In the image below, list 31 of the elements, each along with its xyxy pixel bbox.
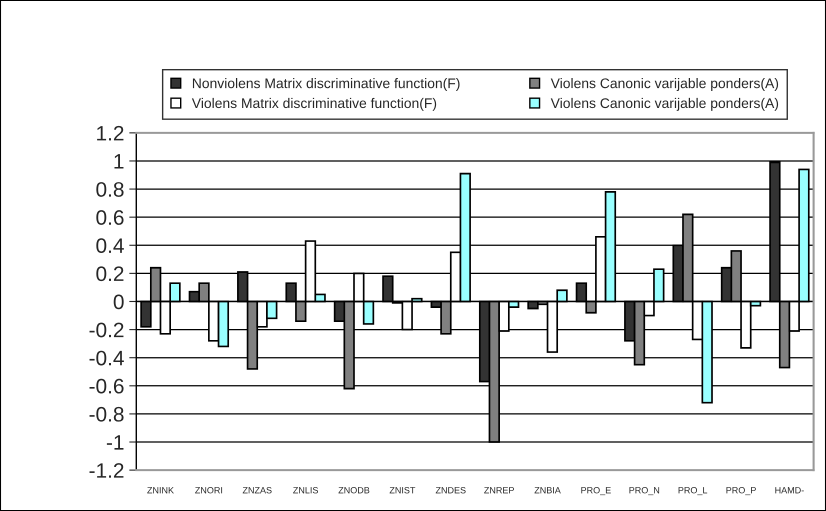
y-tick-label: 0.2 xyxy=(96,266,124,282)
y-tick-label: -0.8 xyxy=(90,406,124,422)
legend-label: Violens Canonic varijable ponders(A) xyxy=(550,78,778,91)
legend-label: Violens Matrix discriminative function(F) xyxy=(192,98,436,111)
y-tick-label: -0.2 xyxy=(90,322,124,338)
x-tick-label: ZNINK xyxy=(147,487,174,494)
x-tick-label: PRO_E xyxy=(581,487,611,496)
x-tick-label: ZNODB xyxy=(338,487,370,494)
y-tick-label: -1.2 xyxy=(90,463,124,478)
y-tick-label: -0.4 xyxy=(90,350,124,366)
x-tick-label: ZNORI xyxy=(195,487,222,494)
y-tick-label: 1 xyxy=(114,154,124,169)
x-tick-label: ZNBIA xyxy=(534,487,561,494)
y-tick-label: 0.6 xyxy=(96,210,124,225)
x-tick-label: PRO_L xyxy=(678,487,708,496)
y-tick-label: -0.6 xyxy=(90,378,124,394)
x-tick-label: ZNLIS xyxy=(293,487,318,494)
x-tick-label: ZNREP xyxy=(484,487,514,494)
x-tick-label: HAMD- xyxy=(775,487,804,494)
x-tick-label: ZNDES xyxy=(436,487,466,494)
y-tick-label: 0.8 xyxy=(96,182,124,197)
legend-label: Violens Canonic varijable ponders(A) xyxy=(550,98,778,111)
x-tick-label: ZNIST xyxy=(390,487,416,494)
y-tick-label: 1.2 xyxy=(97,126,124,140)
x-tick-label: PRO_P xyxy=(726,487,756,496)
y-tick-label: 0 xyxy=(114,294,124,310)
x-tick-label: PRO_N xyxy=(629,487,660,496)
x-tick-label: ZNZAS xyxy=(242,487,272,494)
y-tick-label: -1 xyxy=(106,435,124,450)
legend-label: Nonviolens Matrix discriminative function(F) xyxy=(192,78,460,91)
y-tick-label: 0.4 xyxy=(96,238,124,254)
